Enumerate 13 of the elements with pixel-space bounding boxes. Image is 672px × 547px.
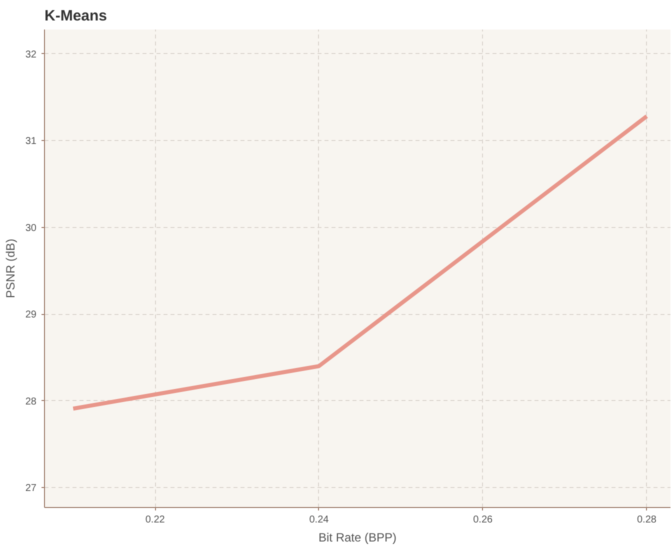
y-tick-label: 28 xyxy=(25,396,37,408)
y-tick-label: 32 xyxy=(25,49,37,60)
y-tick-label: 27 xyxy=(25,483,37,494)
y-axis-title: PSNR (dB) xyxy=(3,238,18,298)
x-tick-label: 0.26 xyxy=(473,514,494,526)
y-tick-label: 30 xyxy=(25,222,37,234)
x-axis-title: Bit Rate (BPP) xyxy=(318,530,397,544)
x-tick-label: 0.28 xyxy=(637,514,657,526)
chart-title: K-Means xyxy=(44,8,108,24)
y-tick-label: 29 xyxy=(25,310,37,321)
x-tick-label: 0.22 xyxy=(145,514,166,526)
x-tick-label: 0.24 xyxy=(309,514,330,526)
y-tick-label: 31 xyxy=(25,136,37,148)
